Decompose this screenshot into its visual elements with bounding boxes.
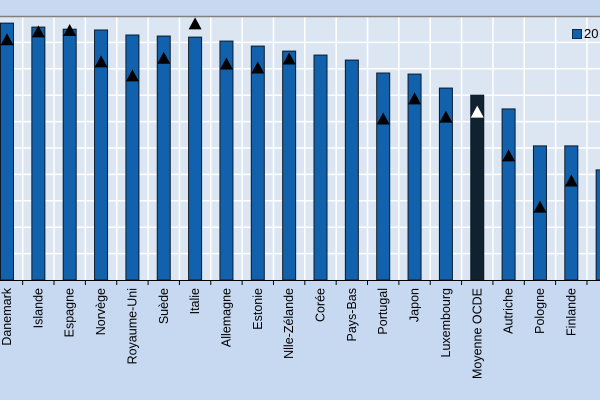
bar <box>188 36 203 281</box>
bar <box>470 94 485 281</box>
bar <box>31 26 46 281</box>
bar <box>344 59 359 281</box>
bar <box>0 22 14 281</box>
x-tick-label: Pologne <box>533 288 547 334</box>
triangle-marker <box>564 174 578 187</box>
bar <box>595 169 600 281</box>
bar <box>94 29 109 281</box>
bar <box>282 50 297 281</box>
markers <box>0 17 578 213</box>
x-tick-labels: Danemark Islande Espagne Norvège Royaume-Uni… <box>0 287 578 379</box>
x-tick-label: Nlle-Zélande <box>282 288 296 359</box>
x-tick-label: Corée <box>314 288 328 322</box>
x-tick-label: Luxembourg <box>439 288 453 358</box>
triangle-marker <box>376 112 390 125</box>
x-tick-label: Norvège <box>94 288 108 335</box>
triangle-marker <box>251 61 265 74</box>
x-tick-label: Pays-Bas <box>345 288 359 342</box>
triangle-marker <box>470 105 484 118</box>
triangle-marker <box>439 110 453 123</box>
x-tick-label: Allemagne <box>219 288 233 347</box>
bar <box>219 40 234 281</box>
x-tick-label: Suède <box>157 288 171 324</box>
triangle-marker <box>63 24 77 37</box>
x-tick-label: Royaume-Uni <box>125 288 139 364</box>
bars <box>0 22 600 281</box>
bar <box>407 73 422 281</box>
x-tick-label: Japon <box>408 288 422 322</box>
x-tick-label: Autriche <box>502 288 516 334</box>
triangle-marker <box>282 52 296 65</box>
x-tick-label: Portugal <box>376 288 390 335</box>
triangle-marker <box>94 55 108 68</box>
x-tick-label: Estonie <box>251 288 265 330</box>
legend-label: 20 <box>584 26 599 41</box>
triangle-marker <box>188 17 202 30</box>
x-tick-label: Italie <box>188 288 202 314</box>
triangle-marker <box>125 69 139 82</box>
bar <box>62 28 77 281</box>
bar <box>313 54 328 281</box>
triangle-marker <box>219 57 233 70</box>
bar <box>501 108 516 281</box>
triangle-marker <box>0 33 14 46</box>
x-tick-label: Finlande <box>564 288 578 336</box>
x-tick-label: Danemark <box>0 287 14 345</box>
triangle-marker <box>157 51 171 64</box>
triangle-marker <box>408 92 422 105</box>
triangle-marker <box>502 149 516 162</box>
bar <box>376 72 391 281</box>
bar <box>156 35 171 281</box>
x-tick-label: Espagne <box>63 288 77 337</box>
bar <box>532 145 547 281</box>
triangle-marker <box>31 25 45 38</box>
bar <box>564 145 579 281</box>
triangle-marker <box>533 200 547 213</box>
legend: 20 <box>572 26 598 41</box>
legend-swatch <box>572 28 582 39</box>
x-tick-label: Moyenne OCDE <box>470 288 484 379</box>
x-tick-label: Islande <box>31 288 45 328</box>
bar <box>250 45 265 281</box>
